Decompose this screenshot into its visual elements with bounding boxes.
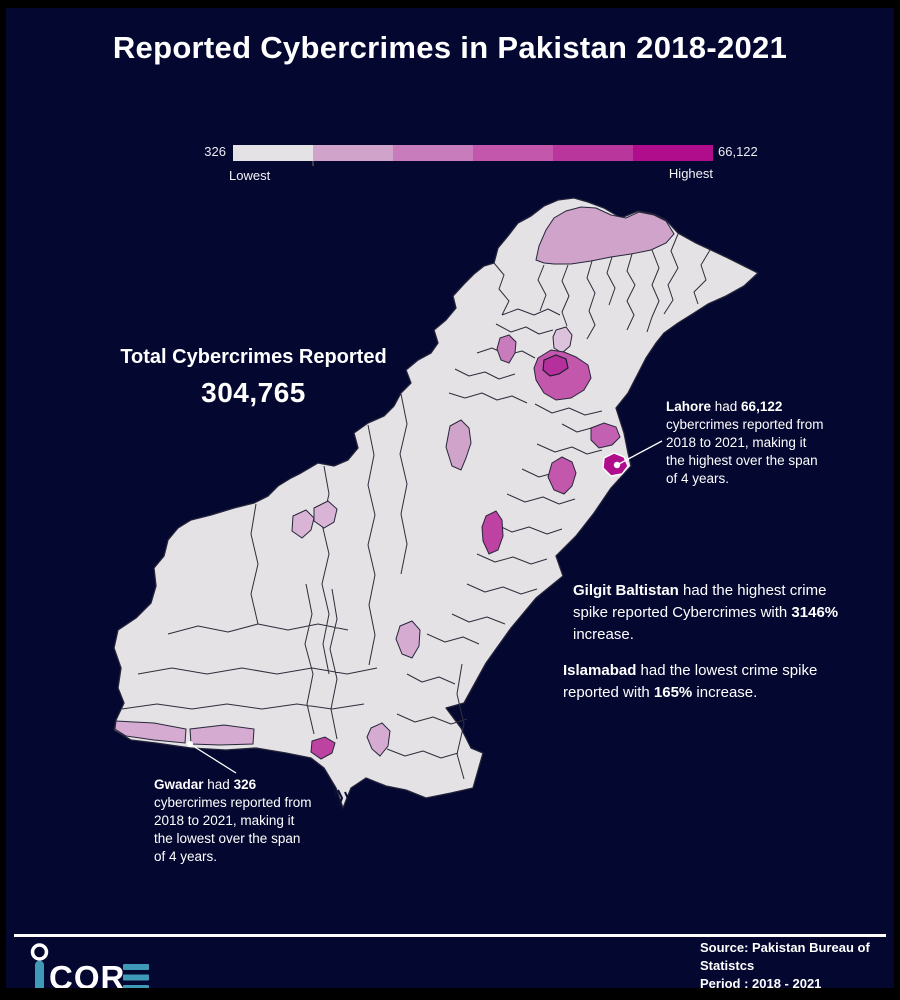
district-highlight-islamabad — [542, 354, 569, 377]
note-gilgit-baltistan: Gilgit Baltistan had the highest crime s… — [573, 582, 839, 643]
source-text: Source: Pakistan Bureau of Statistcs — [700, 940, 870, 973]
district-highlight-north-pale-small — [552, 326, 573, 354]
total-block: Total Cybercrimes Reported 304,765 — [86, 346, 421, 409]
total-value: 304,765 — [201, 377, 306, 408]
district-highlight-south-punjab — [481, 510, 504, 555]
infographic-background: Reported Cybercrimes in Pakistan 2018-20… — [6, 8, 894, 988]
district-highlight-lower-sindh — [366, 722, 391, 757]
legend-tick — [312, 161, 314, 166]
icore-logo: COR BUSINESS SOLUTIONS — [30, 943, 149, 988]
lahore-callout-line — [616, 440, 663, 466]
logo-brand-text: COR — [49, 959, 125, 988]
district-highlight-upper-sindh — [395, 620, 421, 659]
note-islamabad-name: Islamabad — [563, 662, 637, 679]
footer-divider — [14, 934, 886, 937]
annotation-gwadar: Gwadar had 326 cybercrimes reported from… — [154, 776, 344, 866]
legend-segment-4 — [473, 145, 553, 161]
legend-gradient-bar — [233, 145, 713, 161]
legend-lowest-label: Lowest — [229, 168, 271, 183]
legend-segment-3 — [393, 145, 473, 161]
note-gilgit-name: Gilgit Baltistan — [573, 582, 679, 599]
district-highlight-quetta-west — [291, 509, 315, 539]
district-boundaries — [121, 233, 711, 780]
annotation-gwadar-value: 326 — [233, 777, 257, 792]
annotation-lahore-value: 66,122 — [741, 399, 783, 414]
total-label: Total Cybercrimes Reported — [120, 346, 387, 368]
district-highlight-east-upper — [590, 422, 621, 449]
legend-segment-5 — [553, 145, 633, 161]
period-text: Period : 2018 - 2021 — [700, 976, 822, 988]
district-highlight-karachi — [310, 736, 336, 760]
annotation-lahore: Lahore had 66,122 cybercrimes reported f… — [666, 398, 856, 488]
logo-e-bars-icon — [123, 964, 149, 988]
district-highlight-north-large — [535, 206, 675, 265]
pakistan-outline — [113, 197, 759, 809]
annotation-lahore-line1: Lahore had 66,122 — [666, 399, 783, 414]
district-highlight-west-central-pale — [445, 419, 472, 471]
annotation-lahore-name: Lahore — [666, 399, 712, 414]
legend-highest-label: Highest — [668, 166, 713, 181]
legend-segment-6 — [633, 145, 713, 161]
gwadar-callout-line — [189, 743, 237, 774]
annotation-gwadar-name: Gwadar — [154, 777, 204, 792]
page-title: Reported Cybercrimes in Pakistan 2018-20… — [112, 30, 788, 65]
logo-i-stem — [35, 960, 44, 988]
gwadar-callout-dot — [187, 741, 193, 747]
pakistan-choropleth-map — [113, 197, 759, 809]
source-block: Source: Pakistan Bureau of Statistcs Per… — [700, 939, 894, 988]
lahore-callout-dot — [613, 461, 621, 469]
note-islamabad-stat: 165% — [653, 684, 693, 701]
district-highlight-gwadar-coast — [114, 720, 187, 744]
district-highlight-east-central — [547, 456, 577, 495]
note-islamabad: Islamabad had the lowest crime spike rep… — [563, 662, 818, 701]
logo-i-ring-icon — [30, 943, 49, 961]
legend-segment-2 — [313, 145, 393, 161]
note-gilgit-stat: 3146% — [791, 604, 839, 621]
indus-delta-creeks — [333, 788, 350, 807]
district-highlight-coast-east — [189, 724, 255, 746]
legend-min-value: 326 — [204, 144, 226, 159]
legend-max-value: 66,122 — [718, 144, 758, 159]
district-highlight-northwest-small — [496, 334, 517, 364]
legend-segment-1 — [233, 145, 313, 161]
annotation-gwadar-line1: Gwadar had 326 — [154, 777, 257, 792]
district-highlight-quetta-east — [313, 500, 338, 529]
